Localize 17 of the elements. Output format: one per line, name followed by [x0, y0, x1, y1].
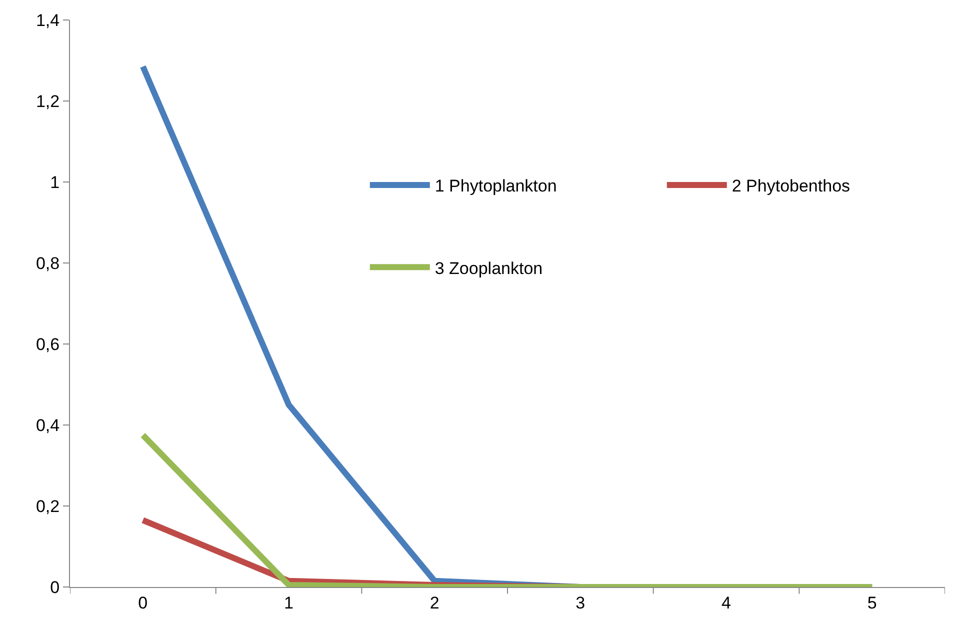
y-tick-label: 0,2 [36, 496, 60, 516]
legend-label: 1 Phytoplankton [434, 176, 557, 196]
x-tick-label: 4 [722, 593, 731, 612]
x-tick-label: 1 [284, 593, 294, 612]
y-tick-label: 1,2 [36, 92, 60, 111]
y-tick-label: 0,8 [36, 254, 60, 273]
y-tick-label: 0,4 [36, 416, 60, 435]
legend-label: 2 Phytobenthos [732, 176, 850, 196]
x-tick-label: 0 [138, 593, 148, 612]
y-tick-label: 1,4 [36, 10, 60, 30]
x-tick-label: 3 [576, 593, 586, 612]
legend-label: 3 Zooplankton [434, 258, 543, 278]
y-tick-label: 0,6 [36, 334, 60, 354]
x-tick-label: 5 [867, 593, 877, 612]
y-tick-label: 0 [50, 578, 60, 597]
y-tick-label: 1 [50, 172, 60, 192]
x-tick-label: 2 [430, 593, 440, 612]
